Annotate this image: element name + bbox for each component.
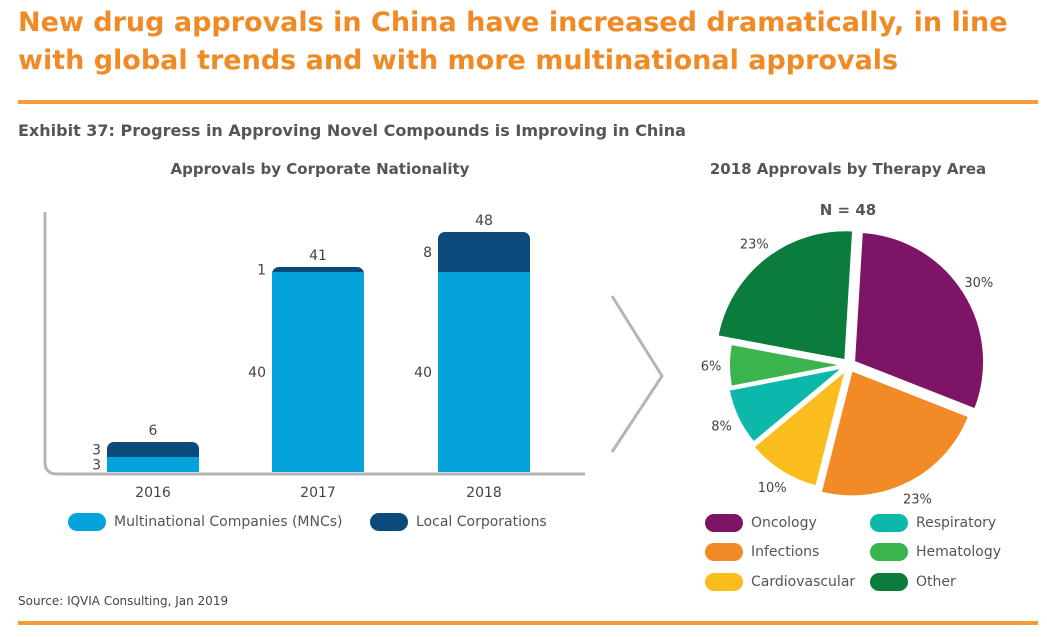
pie-label-infections: 23% [903,492,932,507]
bar-label-mnc-2017: 40 [248,365,266,381]
bar-label-local-2018: 8 [423,245,432,261]
pie-slice-oncology [853,231,986,411]
bar-local-2017 [272,267,364,272]
pie-label-other: 23% [740,238,769,253]
legend-label-other: Other [916,574,956,590]
pie-slice-hematology [728,342,844,388]
pie-label-cardiovascular: 10% [758,481,787,496]
bar-label-mnc-2018: 40 [414,365,432,381]
bar-chart-title: Approvals by Corporate Nationality [170,160,470,178]
legend-label-local: Local Corporations [416,514,547,530]
legend-label-mnc: Multinational Companies (MNCs) [114,514,343,530]
headline: New drug approvals in China have increas… [18,7,1008,76]
bottom-rule [18,621,1038,625]
legend-swatch-cardiovascular [705,573,743,591]
legend-item-local: Local Corporations [370,513,547,531]
top-rule [18,100,1038,104]
bar-total-2016: 6 [149,423,158,439]
pie-chart-title: 2018 Approvals by Therapy Area [709,160,987,178]
legend-label-respiratory: Respiratory [916,515,997,531]
bar-mnc-2017 [272,272,364,472]
legend-label-cardiovascular: Cardiovascular [751,574,856,590]
bar-total-2017: 41 [309,248,327,264]
legend-item-other: Other [870,573,956,591]
legend-swatch-mnc [68,513,106,531]
legend-item-respiratory: Respiratory [870,514,996,532]
pie-slice-respiratory [727,366,845,444]
legend-item-cardiovascular: Cardiovascular [705,573,855,591]
pie-label-hematology: 6% [701,359,722,374]
legend-label-oncology: Oncology [751,515,817,531]
x-tick-2016: 2016 [135,485,171,501]
bar-total-2018: 48 [475,213,493,229]
bar-local-2018 [438,232,530,272]
legend-item-mnc: Multinational Companies (MNCs) [68,513,343,531]
exhibit-title: Exhibit 37: Progress in Approving Novel … [18,121,686,140]
chevron-arrow-icon [610,295,664,453]
pie-slice-other [716,229,855,362]
bar-label-local-2017: 1 [257,263,266,279]
pie-slice-cardiovascular [752,369,847,488]
bar-axis [43,212,585,476]
legend-label-infections: Infections [751,544,820,560]
legend-item-infections: Infections [705,543,819,561]
pie-label-respiratory: 8% [711,419,732,434]
legend-swatch-infections [705,543,743,561]
legend-item-hematology: Hematology [870,543,1001,561]
bar-local-2016 [107,442,199,457]
source-note: Source: IQVIA Consulting, Jan 2019 [18,594,229,608]
legend-swatch-local [370,513,408,531]
legend-swatch-oncology [705,514,743,532]
bar-mnc-2018 [438,272,530,472]
x-tick-2018: 2018 [466,485,502,501]
bar-mnc-2016 [107,457,199,472]
pie-annotation: N = 48 [820,201,876,219]
x-tick-2017: 2017 [300,485,336,501]
legend-swatch-hematology [870,543,908,561]
bar-label-local-2016: 3 [92,443,101,459]
legend-label-hematology: Hematology [916,544,1002,560]
pie-slice-infections [819,369,971,498]
legend-swatch-other [870,573,908,591]
legend-swatch-respiratory [870,514,908,532]
pie-label-oncology: 30% [964,276,993,291]
legend-item-oncology: Oncology [705,514,817,532]
bar-label-mnc-2016: 3 [92,458,101,474]
